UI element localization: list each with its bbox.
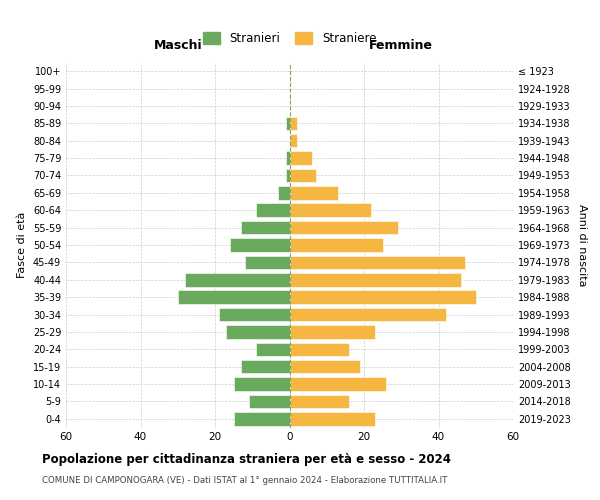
Y-axis label: Anni di nascita: Anni di nascita [577,204,587,286]
Bar [290,238,383,252]
Text: Popolazione per cittadinanza straniera per età e sesso - 2024: Popolazione per cittadinanza straniera p… [42,452,451,466]
Bar [241,360,290,374]
Bar [286,168,290,182]
Y-axis label: Fasce di età: Fasce di età [17,212,27,278]
Text: Femmine: Femmine [369,39,433,52]
Bar [290,134,297,147]
Bar [233,412,290,426]
Bar [290,221,398,234]
Bar [219,308,290,322]
Bar [290,360,360,374]
Legend: Stranieri, Straniere: Stranieri, Straniere [197,26,382,52]
Bar [290,290,476,304]
Bar [290,325,375,338]
Bar [290,116,297,130]
Bar [290,152,312,165]
Bar [290,378,386,391]
Bar [178,290,290,304]
Bar [290,256,464,269]
Bar [245,256,290,269]
Bar [286,116,290,130]
Bar [290,186,338,200]
Bar [290,342,349,356]
Bar [290,204,371,217]
Bar [290,308,446,322]
Text: Maschi: Maschi [154,39,202,52]
Bar [286,152,290,165]
Bar [226,325,290,338]
Text: COMUNE DI CAMPONOGARA (VE) - Dati ISTAT al 1° gennaio 2024 - Elaborazione TUTTIT: COMUNE DI CAMPONOGARA (VE) - Dati ISTAT … [42,476,448,485]
Bar [256,342,290,356]
Bar [233,378,290,391]
Bar [278,186,290,200]
Bar [241,221,290,234]
Bar [256,204,290,217]
Bar [290,168,316,182]
Bar [290,412,375,426]
Bar [248,394,290,408]
Bar [290,273,461,286]
Bar [185,273,290,286]
Bar [290,394,349,408]
Bar [230,238,290,252]
